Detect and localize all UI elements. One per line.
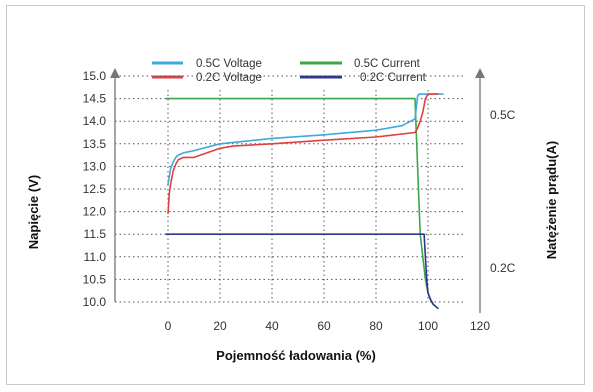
y-axis-left-arrow: [110, 68, 120, 78]
legend-label-3: 0.2C Current: [360, 72, 427, 84]
y-tick-label: 14.5: [83, 92, 107, 106]
series-line-2: [165, 97, 437, 308]
grid: [115, 75, 465, 303]
y-tick-label: 10.5: [83, 272, 107, 286]
chart-frame: [6, 5, 585, 385]
y-tick-label: 10.0: [83, 295, 107, 309]
legend-label-1: 0.2C Voltage: [196, 72, 262, 84]
y-tick-label: 13.5: [83, 137, 107, 151]
y-tick-label: 12.5: [83, 182, 107, 196]
legend-label-2: 0.5C Current: [354, 58, 421, 70]
x-tick-label: 120: [470, 319, 490, 333]
series-line-3: [165, 233, 439, 310]
right-tick-label-1: 0.2C: [490, 261, 516, 275]
legend-label-0: 0.5C Voltage: [196, 58, 262, 70]
y-axis-right-arrow: [475, 68, 485, 78]
series-lines: [165, 93, 444, 310]
series-line-0: [167, 93, 444, 185]
x-tick-label: 0: [165, 319, 172, 333]
legend: 0.5C Voltage 0.2C Voltage 0.5C Current 0…: [152, 58, 427, 84]
x-tick-label: 80: [369, 319, 383, 333]
y-axis-title-right: Natężenie prądu(A): [544, 141, 559, 259]
y-tick-label: 13.0: [83, 159, 107, 173]
y-tick-label: 11.0: [84, 250, 107, 264]
y-tick-label: 11.5: [84, 227, 107, 241]
x-tick-label: 40: [265, 319, 279, 333]
right-tick-label-0: 0.5C: [490, 108, 516, 122]
x-axis-title: Pojemność ładowania (%): [216, 348, 376, 363]
y-tick-label: 14.0: [83, 114, 107, 128]
x-tick-label: 60: [317, 319, 331, 333]
series-line-1: [167, 93, 439, 214]
y-tick-label: 12.0: [83, 205, 107, 219]
x-tick-label: 100: [418, 319, 438, 333]
y-axis-title-left: Napięcie (V): [26, 175, 41, 249]
y-tick-label: 15.0: [83, 69, 107, 83]
tick-labels: 10.0 10.5 11.0 11.5 12.0 12.5 13.0 13.5 14.0 14.5…: [83, 69, 516, 333]
axes: [110, 68, 485, 313]
x-tick-label: 20: [213, 319, 227, 333]
